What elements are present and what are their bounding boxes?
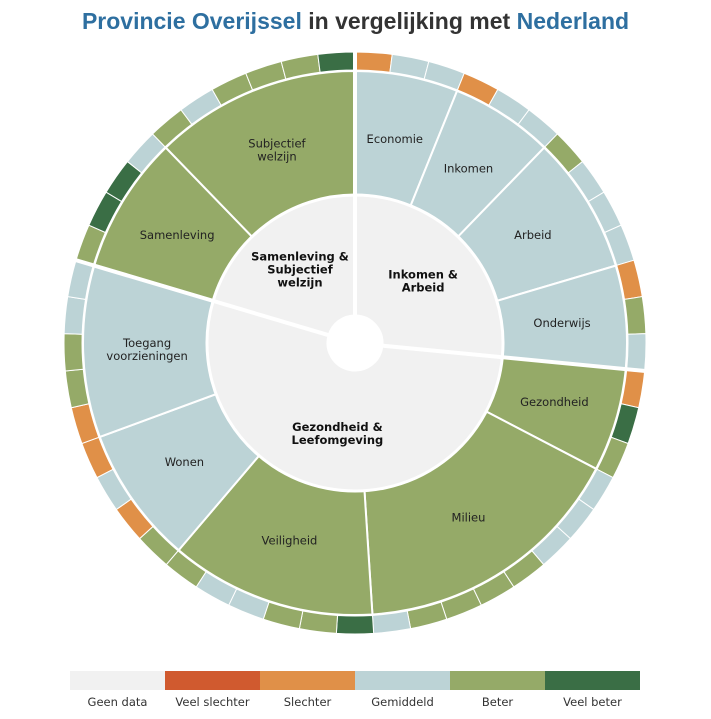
category-separator xyxy=(73,257,330,338)
title-country: Nederland xyxy=(516,8,630,34)
title-middle: in vergelijking met xyxy=(301,8,517,34)
legend-item: Veel beter xyxy=(545,671,640,715)
title-province: Provincie Overijssel xyxy=(81,8,302,34)
legend-item: Beter xyxy=(450,671,545,715)
legend-item: Slechter xyxy=(260,671,355,715)
category-label: welzijn xyxy=(277,275,322,289)
indicator-cell[interactable] xyxy=(63,295,87,335)
legend: Geen data Veel slechter Slechter Gemiddeld B… xyxy=(70,671,640,715)
theme-label: Onderwijs xyxy=(533,316,590,330)
indicator-cell[interactable] xyxy=(335,614,375,635)
legend-item: Veel slechter xyxy=(165,671,260,715)
indicator-cell[interactable] xyxy=(623,295,647,335)
indicator-cell[interactable] xyxy=(317,51,356,73)
theme-label: welzijn xyxy=(257,150,296,164)
legend-swatch xyxy=(260,671,355,690)
chart-title: Provincie Overijssel in vergelijking met… xyxy=(0,8,711,35)
theme-label: Inkomen xyxy=(444,162,494,176)
legend-item: Geen data xyxy=(70,671,165,715)
theme-label: Milieu xyxy=(452,510,486,524)
legend-label: Veel slechter xyxy=(175,695,250,709)
theme-label: Toegang xyxy=(122,336,171,350)
theme-label: Subjectief xyxy=(248,137,306,151)
theme-label: Samenleving xyxy=(140,228,215,242)
category-label: Samenleving & xyxy=(251,249,349,263)
indicator-cell[interactable] xyxy=(626,333,647,372)
theme-label: Arbeid xyxy=(514,228,551,242)
theme-label: Wonen xyxy=(165,455,204,469)
theme-label: Veiligheid xyxy=(262,533,318,547)
category-label: Subjectief xyxy=(267,262,333,276)
center-hole xyxy=(328,316,382,370)
category-separator xyxy=(381,343,647,374)
legend-swatch xyxy=(70,671,165,690)
legend-swatch xyxy=(545,671,640,690)
legend-label: Gemiddeld xyxy=(371,695,434,709)
legend-label: Beter xyxy=(481,695,514,709)
legend-swatch xyxy=(165,671,260,690)
legend-label: Veel beter xyxy=(563,695,622,709)
theme-label: Gezondheid xyxy=(520,395,589,409)
sunburst-chart: Economie Inkomen Arbeid Onderwijs Gezondheid… xyxy=(63,50,647,635)
legend-swatch xyxy=(450,671,545,690)
category-label: Leefomgeving xyxy=(292,433,384,447)
legend-label: Slechter xyxy=(283,695,332,709)
theme-label: Economie xyxy=(367,132,423,146)
legend-swatch xyxy=(355,671,450,690)
indicator-cell[interactable] xyxy=(63,333,84,372)
legend-label: Geen data xyxy=(87,695,148,709)
legend-item: Gemiddeld xyxy=(355,671,450,715)
indicator-cell[interactable] xyxy=(354,51,393,73)
category-label: Inkomen & xyxy=(388,268,458,282)
category-label: Arbeid xyxy=(402,281,445,295)
theme-label: voorzieningen xyxy=(106,349,187,363)
category-label: Gezondheid & xyxy=(292,420,382,434)
